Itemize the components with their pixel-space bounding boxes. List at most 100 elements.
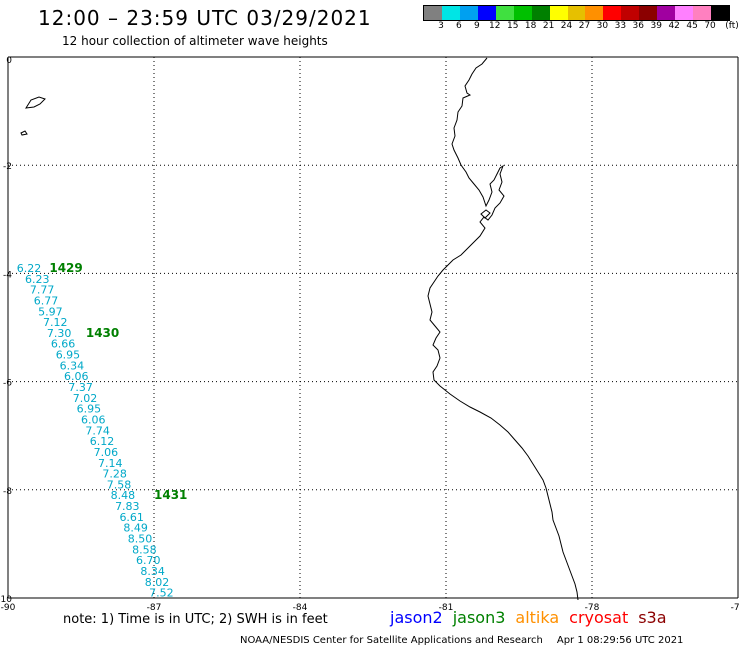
- colorbar-swatch: [495, 6, 514, 20]
- colorbar-swatch: [711, 6, 729, 20]
- south-america-coast: [427, 57, 579, 601]
- swh-value: 7.28: [102, 468, 127, 481]
- satellite-name: jason3: [452, 608, 506, 627]
- map-subtitle: 12 hour collection of altimeter wave hei…: [62, 34, 328, 48]
- swh-value: 7.14: [98, 457, 123, 470]
- x-tick-label: -84: [293, 603, 308, 613]
- colorbar-swatch: [621, 6, 640, 20]
- time-label: 1429: [49, 261, 82, 275]
- colorbar-swatch: [424, 6, 442, 20]
- altimeter-track: 6.226.237.776.775.977.127.306.666.956.34…: [17, 262, 174, 600]
- swh-value: 6.66: [51, 338, 76, 351]
- colorbar-label: 18: [524, 21, 537, 31]
- x-tick-label: -78: [585, 603, 600, 613]
- island-small: [20, 130, 28, 136]
- colorbar-swatch: [657, 6, 676, 20]
- y-tick-label: -10: [0, 595, 12, 605]
- colorbar-label: 27: [578, 21, 591, 31]
- colorbar-label: 12: [489, 21, 501, 31]
- colorbar-label: 21: [542, 21, 555, 31]
- swh-value: 7.52: [149, 587, 174, 600]
- colorbar-swatch: [477, 6, 496, 20]
- y-tick-label: -4: [3, 270, 12, 280]
- swh-value: 6.34: [60, 359, 85, 372]
- y-tick-label: -8: [3, 487, 12, 497]
- swh-value: 6.95: [56, 349, 80, 362]
- swh-value: 6.70: [136, 554, 161, 567]
- y-tick-label: -6: [3, 379, 12, 389]
- credit-line: NOAA/NESDIS Center for Satellite Applica…: [240, 635, 683, 646]
- swh-value: 8.02: [145, 576, 170, 589]
- colorbar-swatch: [441, 6, 460, 20]
- colorbar-swatch: [639, 6, 658, 20]
- swh-value: 6.12: [90, 435, 115, 448]
- swh-value: 6.22: [17, 262, 42, 275]
- swh-value: 7.58: [107, 478, 132, 491]
- swh-value: 8.34: [140, 565, 165, 578]
- island-isabela: [25, 96, 46, 109]
- satellite-name: cryosat: [569, 608, 629, 627]
- colorbar-swatch: [459, 6, 478, 20]
- coastline: [20, 57, 579, 601]
- swh-value: 8.50: [128, 532, 153, 545]
- colorbar-label: 3: [438, 21, 444, 31]
- colorbar-label: 15: [506, 21, 519, 31]
- swh-value: 7.77: [30, 284, 55, 297]
- time-label: 1431: [154, 488, 187, 502]
- map-title: 12:00 – 23:59 UTC 03/29/2021: [38, 6, 372, 30]
- swh-value: 7.74: [85, 424, 110, 437]
- colorbar-label: 70: [704, 21, 716, 31]
- x-tick-label: -75: [731, 603, 740, 613]
- colorbar-swatch: [549, 6, 568, 20]
- units-note: note: 1) Time is in UTC; 2) SWH is in fe…: [63, 612, 328, 627]
- gulf-island: [480, 209, 491, 219]
- map-grid: [7, 56, 739, 599]
- swh-value: 7.06: [94, 446, 119, 459]
- y-tick-label: -2: [3, 162, 12, 172]
- swh-value: 8.48: [111, 489, 136, 502]
- credit-text: NOAA/NESDIS Center for Satellite Applica…: [240, 635, 543, 646]
- colorbar-label: (ft): [725, 21, 739, 31]
- colorbar-swatch: [567, 6, 586, 20]
- colorbar-label: 36: [632, 21, 645, 31]
- satellite-name: jason2: [390, 608, 443, 627]
- generated-timestamp: Apr 1 08:29:56 UTC 2021: [556, 635, 684, 646]
- swh-value: 6.06: [81, 413, 106, 426]
- colorbar-label: 45: [686, 21, 698, 31]
- colorbar-label: 24: [560, 21, 573, 31]
- colorbar-label: 6: [456, 21, 462, 31]
- colorbar-label: 42: [668, 21, 680, 31]
- colorbar-swatch: [603, 6, 622, 20]
- colorbar-swatch: [693, 6, 711, 20]
- colorbar-label: 39: [650, 21, 662, 31]
- swh-value: 6.06: [64, 370, 89, 383]
- wave-height-colorbar: [423, 5, 730, 21]
- colorbar-swatch: [675, 6, 694, 20]
- y-tick-label: 0: [6, 56, 12, 66]
- x-tick-label: -81: [439, 603, 454, 613]
- x-tick-label: -87: [147, 603, 162, 613]
- swh-value: 8.58: [132, 543, 157, 556]
- swh-value: 8.49: [123, 522, 148, 535]
- swh-value: 6.23: [25, 273, 50, 286]
- colorbar-label: 9: [473, 21, 480, 31]
- colorbar-swatch: [585, 6, 604, 20]
- axis-labels: -90 -87 -84 -81 -78 -75 0 -2 -4 -6 -8 -10: [0, 56, 740, 613]
- colorbar-swatch: [531, 6, 550, 20]
- swh-value: 6.77: [34, 294, 59, 307]
- satellite-name: altika: [515, 608, 560, 627]
- swh-value: 7.30: [47, 327, 72, 340]
- swh-value: 7.02: [73, 392, 98, 405]
- colorbar-labels: 3 6 9 12 15 18 21 24 27 30 33 36 39 42 45 70 (ft): [423, 21, 739, 33]
- colorbar-label: 30: [596, 21, 609, 31]
- satellite-legend: jason2 jason3 altika cryosat s3a: [390, 608, 677, 627]
- swh-value: 7.12: [43, 316, 68, 329]
- time-labels: 1429 1430 1431: [49, 261, 187, 502]
- swh-value: 7.83: [115, 500, 140, 513]
- swh-value: 5.97: [38, 305, 63, 318]
- swh-value: 6.61: [119, 511, 143, 524]
- colorbar-label: 33: [614, 21, 627, 31]
- x-tick-label: -90: [1, 603, 16, 613]
- colorbar-swatch: [513, 6, 532, 20]
